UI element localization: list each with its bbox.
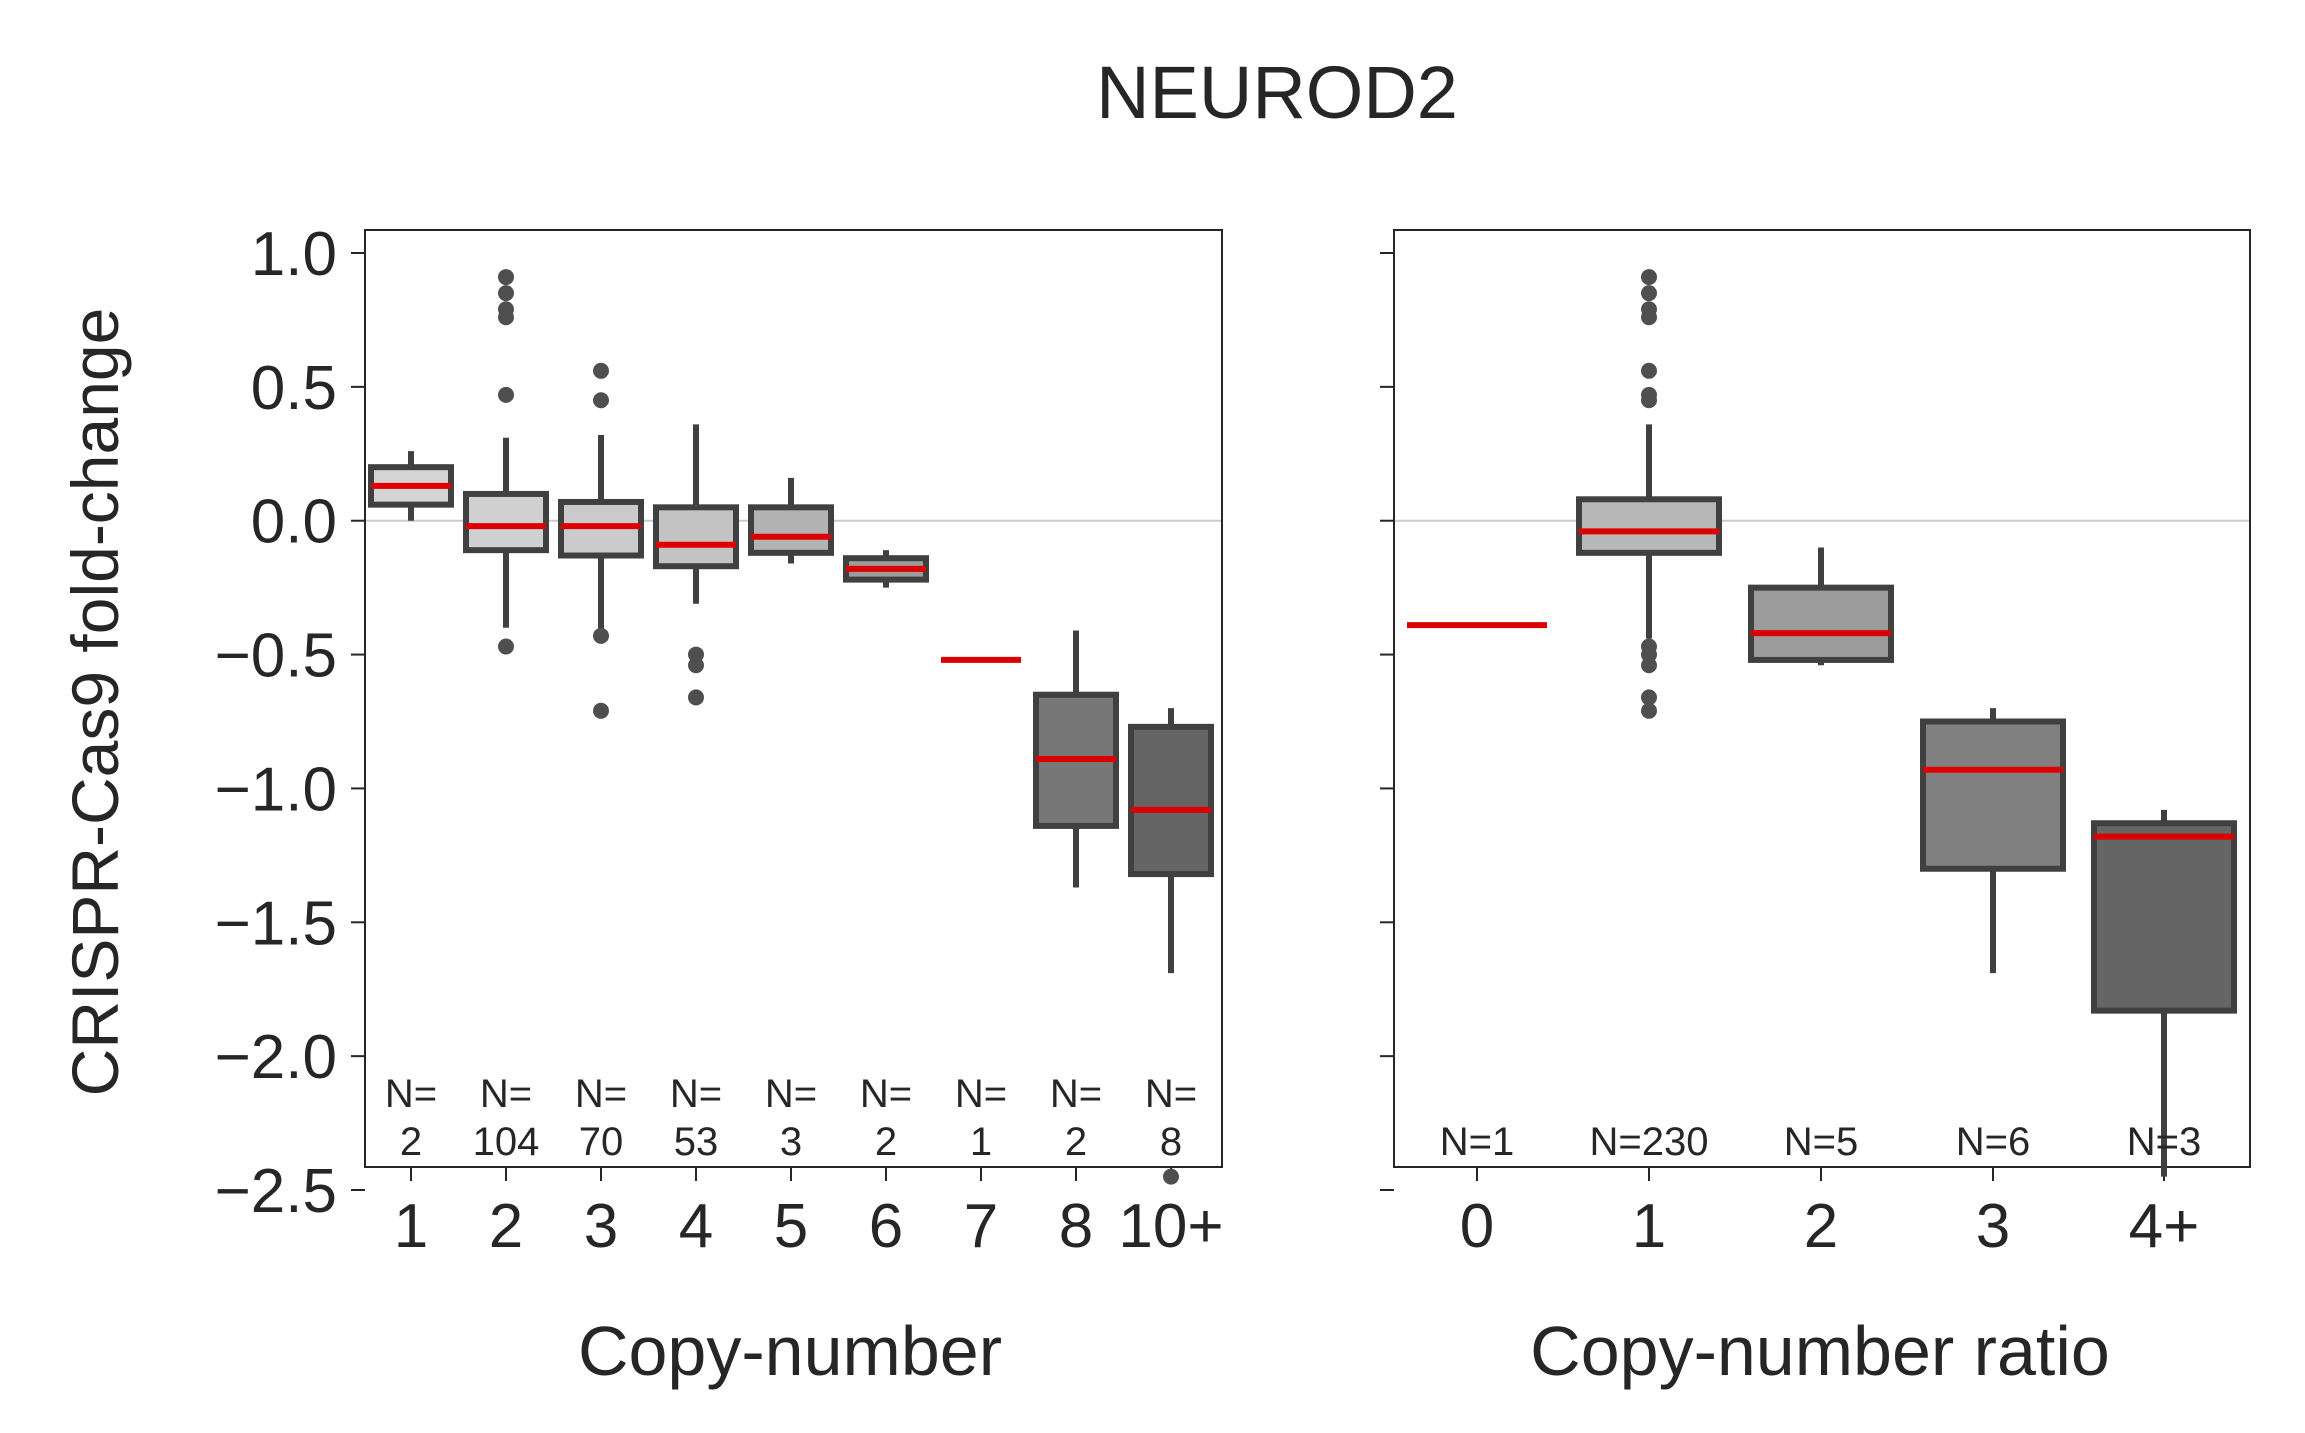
outlier-point: [498, 638, 514, 655]
outlier-point: [1641, 362, 1657, 379]
y-tick-label: −1.0: [215, 755, 337, 824]
y-tick-label: −0.5: [215, 622, 337, 691]
y-axis-label: CRISPR-Cas9 fold-change: [58, 308, 132, 1097]
right-x-axis-label: Copy-number ratio: [1530, 1312, 2110, 1390]
n-count-label: N=: [765, 1072, 817, 1116]
n-count-value: 3: [780, 1120, 802, 1164]
x-tick-label: 1: [394, 1192, 428, 1261]
x-tick-label: 3: [584, 1192, 618, 1261]
outlier-point: [1641, 689, 1657, 706]
outlier-point: [593, 392, 609, 409]
n-count-label: N=6: [1956, 1120, 2031, 1164]
n-count-label: N=: [860, 1072, 912, 1116]
n-count-label: N=: [1050, 1072, 1102, 1116]
box: [653, 504, 739, 570]
box: [1128, 723, 1214, 878]
n-count-label: N=: [1145, 1072, 1197, 1116]
outlier-point: [593, 702, 609, 719]
outlier-point: [1163, 1168, 1179, 1185]
left-panel-copy-number: 1.00.50.0−0.5−1.0−1.5−2.0−2.51N=22N=1043…: [215, 220, 1224, 1261]
x-tick-label: 4+: [2129, 1192, 2200, 1261]
n-count-value: 2: [875, 1120, 897, 1164]
outlier-point: [498, 269, 514, 286]
outlier-point: [498, 285, 514, 302]
x-tick-label: 2: [489, 1192, 523, 1261]
outlier-point: [498, 386, 514, 403]
n-count-label: N=: [480, 1072, 532, 1116]
x-tick-label: 6: [869, 1192, 903, 1261]
y-tick-label: 0.0: [251, 488, 337, 557]
y-tick-label: 0.5: [251, 354, 337, 423]
outlier-point: [1641, 269, 1657, 286]
x-tick-label: 0: [1460, 1192, 1494, 1261]
x-tick-label: 8: [1059, 1192, 1093, 1261]
box: [1748, 584, 1894, 663]
n-count-label: N=: [575, 1072, 627, 1116]
outlier-point: [1641, 285, 1657, 302]
n-count-label: N=: [385, 1072, 437, 1116]
box: [1576, 496, 1722, 556]
n-count-label: N=1: [1440, 1120, 1515, 1164]
x-tick-label: 4: [679, 1192, 713, 1261]
outlier-point: [1641, 657, 1657, 674]
outlier-point: [1641, 702, 1657, 719]
x-tick-label: 7: [964, 1192, 998, 1261]
x-tick-label: 5: [774, 1192, 808, 1261]
box: [463, 490, 549, 554]
n-count-value: 104: [473, 1120, 540, 1164]
box: [2091, 820, 2237, 1014]
box: [748, 504, 834, 556]
n-count-label: N=230: [1590, 1120, 1709, 1164]
plot-frame: [364, 229, 1223, 1168]
x-tick-label: 2: [1804, 1192, 1838, 1261]
y-tick-label: −2.5: [215, 1157, 337, 1226]
figure-title: NEUROD2: [1096, 51, 1458, 134]
n-count-value: 8: [1160, 1120, 1182, 1164]
n-count-value: 70: [579, 1120, 624, 1164]
box: [1920, 718, 2066, 872]
outlier-point: [1641, 392, 1657, 409]
x-tick-label: 1: [1632, 1192, 1666, 1261]
n-count-label: N=: [670, 1072, 722, 1116]
right-panel-copy-number-ratio: 0 N=1 1 N=230 2 N=5 3 N=6 4+ N=3: [1380, 229, 2251, 1261]
n-count-value: 1: [970, 1120, 992, 1164]
outlier-point: [593, 627, 609, 644]
plot-frame: [1393, 229, 2251, 1168]
x-tick-label: 3: [1976, 1192, 2010, 1261]
n-count-value: 2: [1065, 1120, 1087, 1164]
y-tick-label: −2.0: [215, 1023, 337, 1092]
n-count-value: 53: [674, 1120, 719, 1164]
outlier-point: [688, 657, 704, 674]
n-count-value: 2: [400, 1120, 422, 1164]
outlier-point: [1641, 309, 1657, 326]
n-count-label: N=5: [1784, 1120, 1859, 1164]
left-x-axis-label: Copy-number: [578, 1312, 1002, 1390]
outlier-point: [688, 689, 704, 706]
n-count-label: N=3: [2127, 1120, 2202, 1164]
y-tick-label: −1.5: [215, 889, 337, 958]
n-count-label: N=: [955, 1072, 1007, 1116]
outlier-point: [593, 362, 609, 379]
outlier-point: [498, 309, 514, 326]
x-tick-label: 10+: [1118, 1192, 1223, 1261]
y-tick-label: 1.0: [251, 220, 337, 289]
